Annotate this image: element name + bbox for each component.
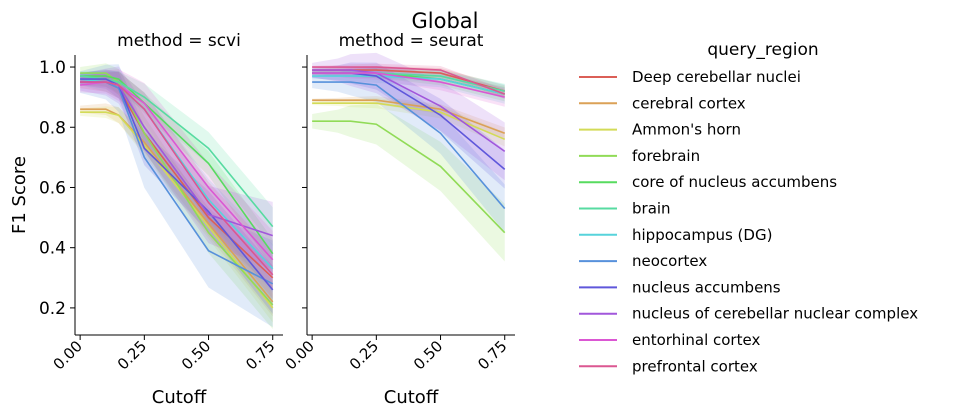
legend-item: Deep cerebellar nuclei <box>579 68 801 86</box>
x-axis-label: Cutoff <box>384 387 439 408</box>
confidence-band <box>312 52 505 181</box>
series-line <box>80 78 274 291</box>
legend-item: core of nucleus accumbens <box>579 173 837 191</box>
confidence-band <box>312 104 505 262</box>
legend-item: brain <box>579 200 671 218</box>
confidence-band <box>80 69 273 289</box>
x-tick-label: 0.75 <box>242 337 278 373</box>
facet-panel-2: method = seurat 0.00 0.25 0.50 0.75 Cutoff <box>282 31 515 408</box>
confidence-band <box>80 69 273 314</box>
legend-label: cerebral cortex <box>632 94 746 112</box>
confidence-band <box>312 66 505 97</box>
facet-panels: method = scvi 0.2 0.4 0.6 0.8 1.0 0.00 0.25 0.50… <box>39 31 515 408</box>
confidence-band <box>312 62 505 189</box>
legend-item: nucleus of cerebellar nuclear complex <box>579 305 918 323</box>
y-tick-label: 0.8 <box>39 118 66 138</box>
legend-label: entorhinal cortex <box>632 331 760 349</box>
y-tick-label: 1.0 <box>39 58 66 78</box>
legend-label: Ammon's horn <box>632 121 741 139</box>
legend-item: prefrontal cortex <box>579 357 758 375</box>
legend-label: hippocampus (DG) <box>632 226 772 244</box>
legend-item: Ammon's horn <box>579 121 741 139</box>
confidence-band <box>80 64 273 328</box>
legend: query_region Deep cerebellar nuclei cereb… <box>579 40 918 375</box>
series-line <box>312 81 506 210</box>
confidence-band <box>312 63 505 99</box>
legend-label: core of nucleus accumbens <box>632 173 837 191</box>
x-tick-label: 0.25 <box>114 337 150 373</box>
series-line <box>312 66 506 95</box>
x-axis-label: Cutoff <box>152 387 207 408</box>
series-line <box>80 75 274 255</box>
legend-item: hippocampus (DG) <box>579 226 772 244</box>
x-tick-label: 0.00 <box>282 337 318 373</box>
y-tick-label: 0.6 <box>39 178 66 198</box>
y-tick-label: 0.2 <box>39 299 66 319</box>
legend-item: cerebral cortex <box>579 94 746 112</box>
y-tick-label: 0.4 <box>39 239 66 259</box>
x-tick-label: 0.25 <box>346 337 382 373</box>
legend-item: entorhinal cortex <box>579 331 760 349</box>
series-line <box>312 102 506 141</box>
series-line <box>80 111 274 309</box>
legend-title: query_region <box>707 40 818 60</box>
figure-title: Global <box>412 9 479 33</box>
facet-panel-1: method = scvi 0.2 0.4 0.6 0.8 1.0 0.00 0.25 0.50… <box>39 31 283 408</box>
series-line <box>312 75 505 95</box>
series-line <box>312 120 506 234</box>
series-line <box>80 108 274 303</box>
confidence-band <box>80 71 273 293</box>
legend-label: forebrain <box>632 147 700 165</box>
panel-title: method = seurat <box>339 31 484 51</box>
legend-label: brain <box>632 200 671 218</box>
series-line <box>312 69 506 152</box>
y-axis-label: F1 Score <box>9 156 30 234</box>
confidence-band <box>80 63 273 329</box>
legend-item: forebrain <box>579 147 700 165</box>
legend-label: nucleus accumbens <box>632 278 781 296</box>
series-line <box>80 81 274 276</box>
legend-label: prefrontal cortex <box>632 357 758 375</box>
x-tick-label: 0.00 <box>50 337 86 373</box>
legend-label: Deep cerebellar nuclei <box>632 68 801 86</box>
legend-label: nucleus of cerebellar nuclear complex <box>632 305 918 323</box>
legend-label: neocortex <box>632 252 707 270</box>
panel-title: method = scvi <box>117 31 241 51</box>
x-tick-label: 0.50 <box>410 337 446 373</box>
x-tick-label: 0.50 <box>178 337 214 373</box>
x-tick-label: 0.75 <box>474 337 510 373</box>
confidence-band <box>312 68 505 233</box>
confidence-band <box>80 66 273 270</box>
legend-item: nucleus accumbens <box>579 278 781 296</box>
series-line <box>312 72 505 98</box>
legend-item: neocortex <box>579 252 707 270</box>
